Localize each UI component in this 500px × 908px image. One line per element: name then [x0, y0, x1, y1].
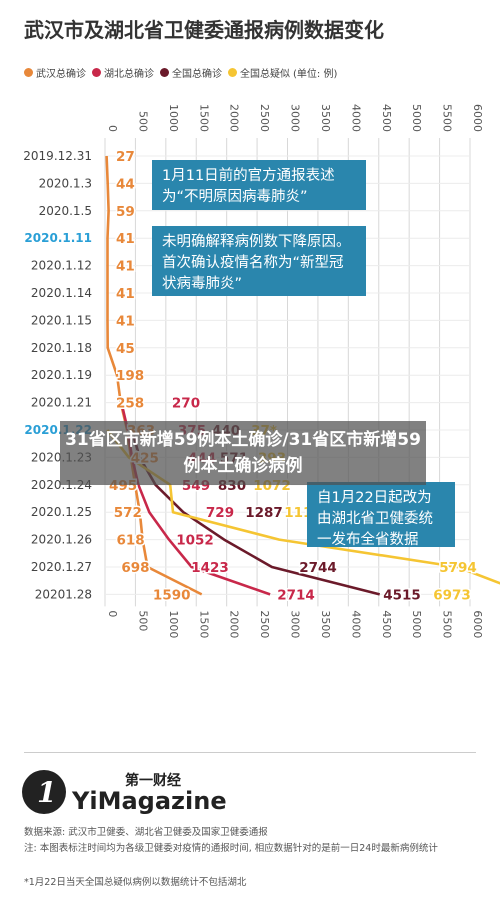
footer-note: 注: 本图表标注时间均为各级卫健委对疫情的通报时间, 相应数据针对的是前一日24… — [24, 843, 438, 854]
x-tick-label-top: 4500 — [380, 104, 393, 132]
chart-title: 武汉市及湖北省卫健委通报病例数据变化 — [24, 18, 384, 42]
y-category-label: 2020.1.21 — [31, 396, 92, 410]
yimagazine-logo-icon — [22, 770, 66, 814]
legend-label-hubei: 湖北总确诊 — [104, 69, 154, 80]
y-category-label: 2020.1.15 — [31, 313, 92, 327]
x-tick-label-bottom: 500 — [136, 610, 149, 631]
legend-item-national-suspected: 全国总疑似 (单位: 例) — [228, 65, 337, 80]
x-tick-label-bottom: 4500 — [380, 610, 393, 638]
x-tick-label-bottom: 6000 — [471, 610, 484, 638]
y-category-label: 2020.1.11 — [24, 231, 92, 245]
data-label-1: 2714 — [277, 587, 315, 603]
data-label-0: 45 — [116, 341, 135, 357]
footer-footnote: *1月22日当天全国总疑似病例以数据统计不包括湖北 — [24, 877, 247, 888]
legend-swatch-hubei — [92, 68, 101, 77]
legend-unit: (单位: 例) — [293, 69, 338, 80]
x-tick-label-bottom: 4000 — [349, 610, 362, 638]
y-category-label: 2020.1.18 — [31, 341, 92, 355]
x-tick-label-bottom: 3000 — [289, 610, 302, 638]
data-label-0: 27 — [116, 149, 135, 165]
line-chart: 0 0 500 500 1000 1000 1500 1500 2000 2000 2500 2500… — [23, 104, 500, 638]
y-category-label: 2020.1.12 — [31, 259, 92, 273]
y-category-label: 20201.28 — [35, 587, 92, 601]
data-label-0: 59 — [116, 204, 135, 220]
data-label-0: 41 — [116, 286, 135, 302]
legend-swatch-wuhan — [24, 68, 33, 77]
x-tick-label-bottom: 5500 — [441, 610, 454, 638]
brand-name-en: YiMagazine — [72, 787, 227, 815]
x-tick-label-top: 6000 — [471, 104, 484, 132]
data-label-3: 6973 — [433, 587, 471, 603]
data-label-0: 41 — [116, 231, 135, 247]
y-category-label: 2020.1.19 — [31, 368, 92, 382]
legend-item-national-confirmed: 全国总确诊 — [160, 65, 222, 80]
x-tick-label-bottom: 1000 — [167, 610, 180, 638]
legend-item-hubei: 湖北总确诊 — [92, 65, 154, 80]
data-label-1: 1423 — [191, 560, 229, 576]
y-category-label: 2020.1.3 — [39, 176, 92, 190]
x-tick-label-top: 1000 — [167, 104, 180, 132]
callout-jan22: 自1月22日起改为由湖北省卫健委统一发布全省数据 — [307, 482, 455, 548]
data-label-1: 1052 — [176, 533, 214, 549]
y-category-label: 2020.1.14 — [31, 286, 92, 300]
data-label-2: 4515 — [383, 587, 421, 603]
y-category-label: 2020.1.26 — [31, 533, 92, 547]
callout-jan11: 1月11日前的官方通报表述为“不明原因病毒肺炎” — [152, 160, 366, 210]
x-tick-label-top: 0 — [106, 125, 119, 132]
legend-swatch-national-suspected — [228, 68, 237, 77]
x-tick-label-bottom: 2000 — [228, 610, 241, 638]
divider — [24, 752, 476, 753]
y-category-label: 2019.12.31 — [23, 149, 92, 163]
x-tick-label-top: 5000 — [410, 104, 423, 132]
legend: 武汉总确诊 湖北总确诊 全国总确诊 全国总疑似 (单位: 例) — [24, 65, 337, 80]
data-label-0: 618 — [117, 533, 145, 549]
data-label-0: 41 — [116, 259, 135, 275]
x-tick-label-top: 2500 — [258, 104, 271, 132]
data-label-2: 1287 — [245, 505, 283, 521]
data-label-0: 572 — [114, 505, 142, 521]
x-tick-label-bottom: 5000 — [410, 610, 423, 638]
x-tick-label-bottom: 1500 — [197, 610, 210, 638]
y-category-label: 2020.1.27 — [31, 560, 92, 574]
news-overlay-banner: 31省区市新增59例本土确诊/31省区市新增59例本土确诊病例 — [60, 421, 426, 485]
data-label-1: 729 — [206, 505, 234, 521]
data-label-0: 258 — [116, 396, 144, 412]
callout-rename: 未明确解释病例数下降原因。首次确认疫情名称为“新型冠状病毒肺炎” — [152, 226, 366, 296]
data-label-0: 44 — [116, 176, 135, 192]
legend-swatch-national-confirmed — [160, 68, 169, 77]
x-tick-label-top: 5500 — [441, 104, 454, 132]
y-category-label: 2020.1.5 — [39, 204, 92, 218]
data-label-0: 1590 — [153, 587, 191, 603]
data-label-0: 198 — [116, 368, 144, 384]
data-label-3: 5794 — [439, 560, 477, 576]
legend-label-national-suspected: 全国总疑似 — [240, 69, 290, 80]
legend-label-national-confirmed: 全国总确诊 — [172, 69, 222, 80]
series-line-0 — [105, 155, 203, 596]
data-label-0: 698 — [121, 560, 149, 576]
brand-name-cn: 第一财经 — [125, 773, 181, 789]
x-tick-label-top: 3500 — [319, 104, 332, 132]
footer-source: 数据来源: 武汉市卫健委、湖北省卫健委及国家卫健委通报 — [24, 827, 268, 838]
data-label-1: 270 — [172, 396, 200, 412]
x-tick-label-bottom: 0 — [106, 610, 119, 617]
x-tick-label-bottom: 3500 — [319, 610, 332, 638]
x-tick-label-bottom: 2500 — [258, 610, 271, 638]
logo-mark: 1 — [37, 776, 57, 809]
x-tick-label-top: 1500 — [197, 104, 210, 132]
data-label-0: 41 — [116, 313, 135, 329]
data-label-2: 2744 — [299, 560, 337, 576]
x-tick-label-top: 2000 — [228, 104, 241, 132]
x-tick-label-top: 500 — [136, 111, 149, 132]
legend-item-wuhan: 武汉总确诊 — [24, 65, 86, 80]
legend-label-wuhan: 武汉总确诊 — [36, 69, 86, 80]
x-tick-label-top: 3000 — [289, 104, 302, 132]
x-tick-label-top: 4000 — [349, 104, 362, 132]
y-category-label: 2020.1.25 — [31, 505, 92, 519]
